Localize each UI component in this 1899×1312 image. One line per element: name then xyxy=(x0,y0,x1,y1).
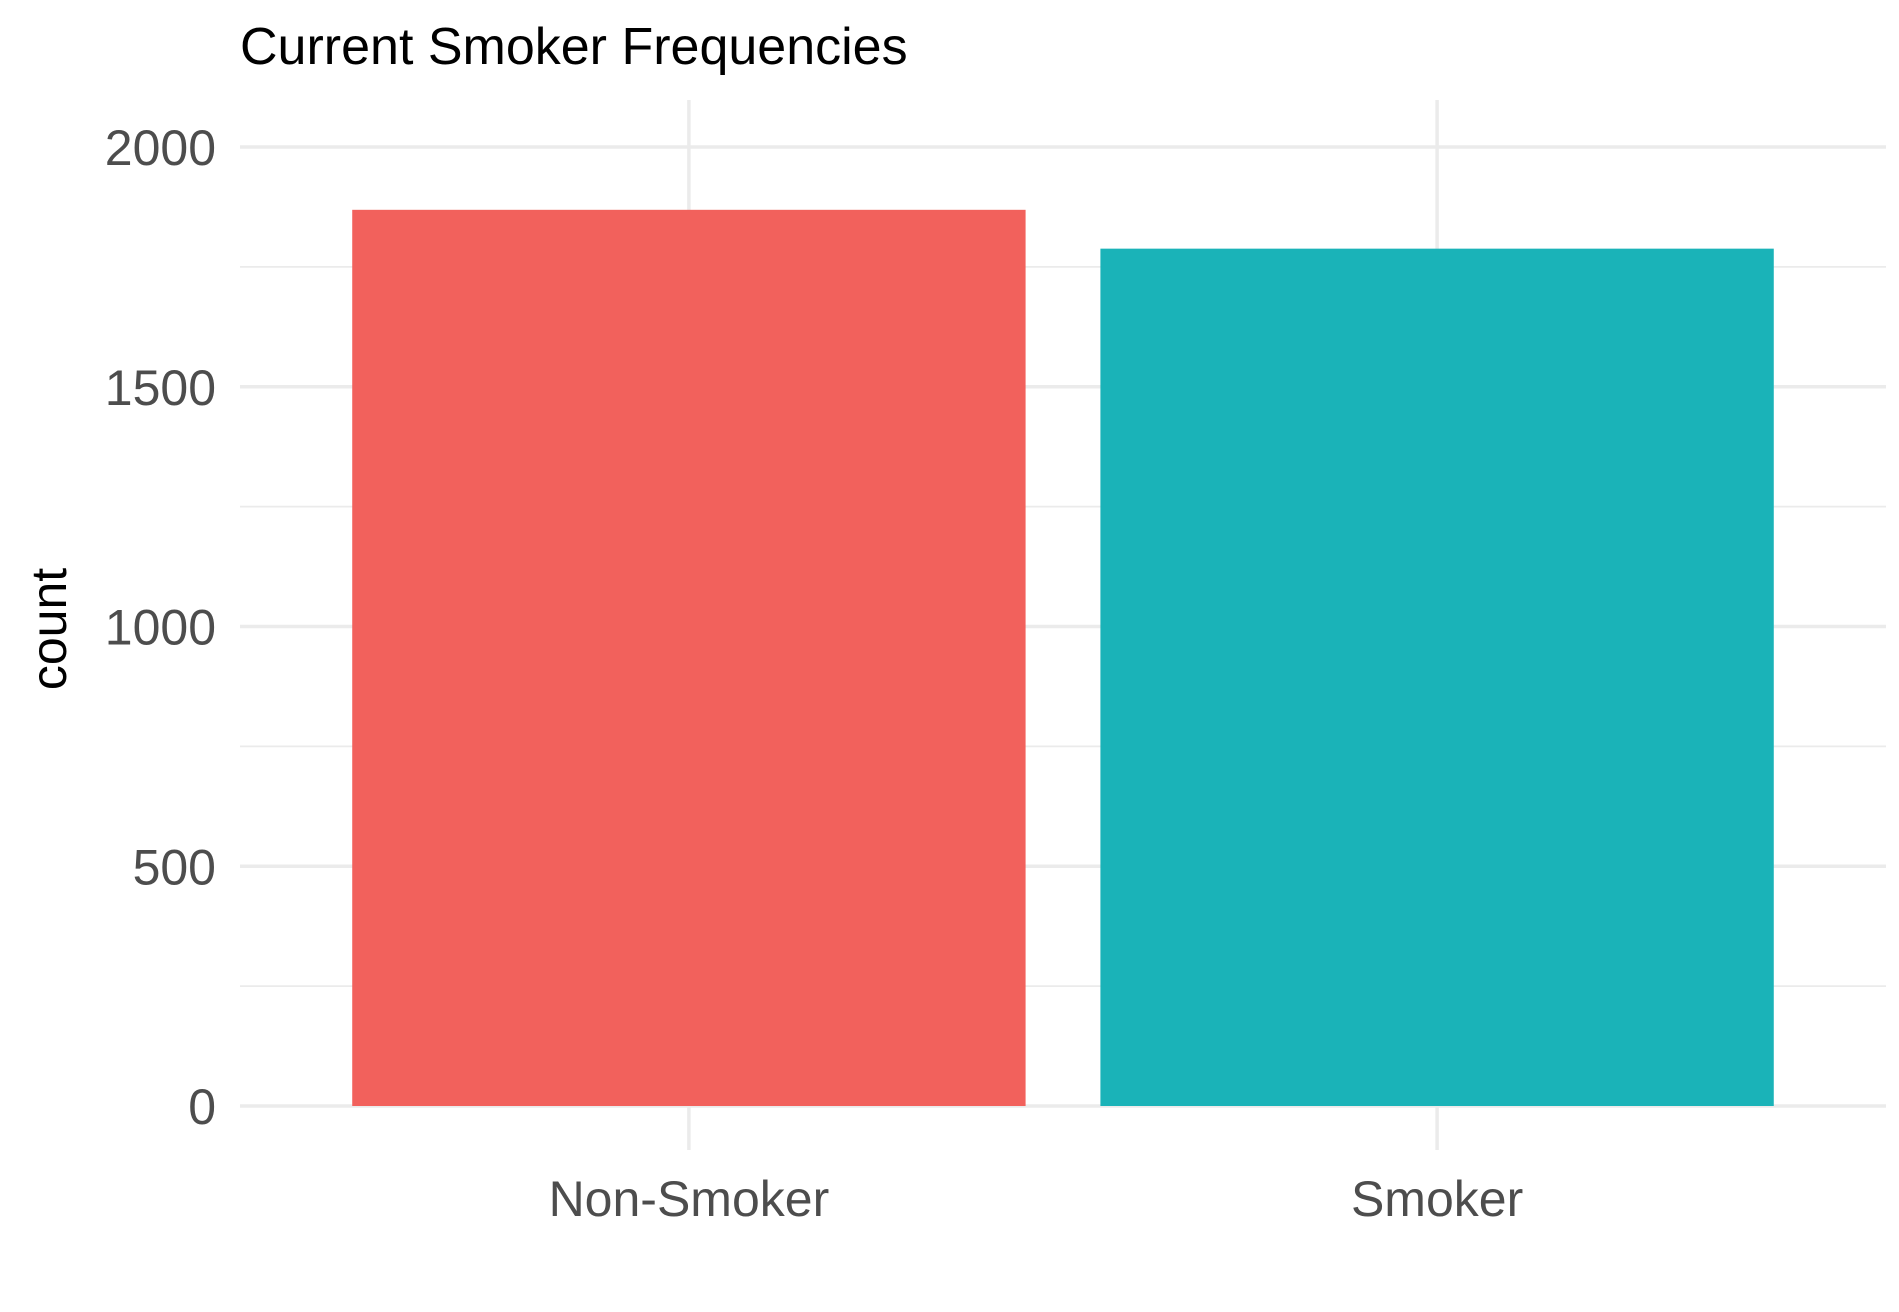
x-tick-label: Non-Smoker xyxy=(549,1171,830,1227)
y-tick-label: 0 xyxy=(188,1079,216,1135)
y-axis-label: count xyxy=(21,568,77,690)
bar-non-smoker xyxy=(352,209,1026,1106)
x-tick-label: Smoker xyxy=(1351,1171,1523,1227)
x-axis-ticks: Non-Smoker Smoker xyxy=(549,1171,1524,1227)
bar-smoker xyxy=(1100,248,1774,1107)
y-axis-ticks: 0 500 1000 1500 2000 xyxy=(105,120,216,1135)
bars xyxy=(352,209,1774,1107)
y-tick-label: 1500 xyxy=(105,360,216,416)
y-tick-label: 1000 xyxy=(105,600,216,656)
chart-title: Current Smoker Frequencies xyxy=(240,18,908,76)
y-tick-label: 2000 xyxy=(105,120,216,176)
y-tick-label: 500 xyxy=(133,839,216,895)
